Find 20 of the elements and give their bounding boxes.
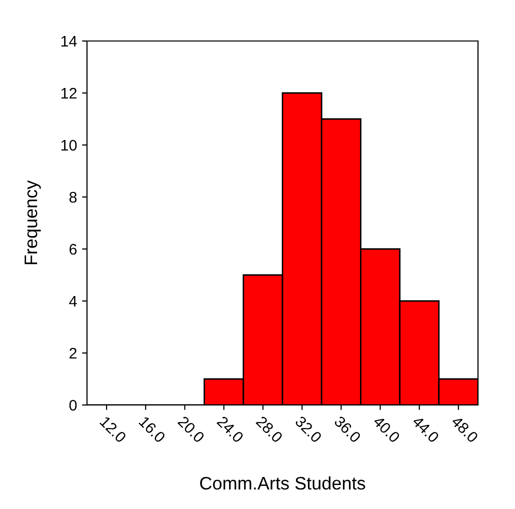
x-tick-label: 48.0 [450,415,479,444]
y-tick-label: 6 [70,244,77,255]
y-tick-label: 12 [61,88,77,99]
x-tick-label: 24.0 [216,416,244,444]
x-tick-label: 20.0 [177,416,206,444]
y-tick-label: 8 [69,192,77,203]
y-tick-label: 14 [61,36,77,47]
x-tick-label: 44.0 [412,415,440,444]
y-tick-label: 2 [70,348,77,359]
y-tick-label: 0 [69,400,77,411]
x-tick-label: 36.0 [334,415,362,444]
x-tick-label: 40.0 [372,415,401,444]
y-axis-title: Frequency [24,180,41,264]
x-tick-label: 28.0 [256,416,284,444]
x-tick-label: 16.0 [138,416,166,444]
y-tick-label: 4 [69,296,77,307]
x-tick-label: 32.0 [294,415,322,444]
x-tick-label: 12.0 [99,416,127,444]
x-axis-title: Comm.Arts Students [200,476,366,490]
y-tick-label: 10 [61,140,77,151]
